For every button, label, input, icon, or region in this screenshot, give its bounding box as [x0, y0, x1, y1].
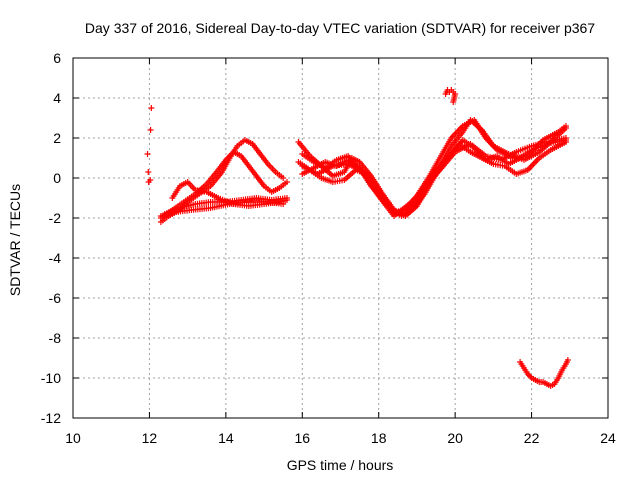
- grid-lines: [73, 58, 608, 418]
- y-tick-label: 4: [53, 90, 61, 106]
- y-tick-labels: 6 4 2 0 -2 -4 -6 -8 -10 -12: [41, 50, 61, 426]
- data-point: [148, 105, 155, 111]
- data-point: [147, 127, 154, 133]
- data-point: [284, 197, 290, 203]
- data-point: [145, 169, 152, 175]
- data-point: [527, 373, 534, 380]
- x-tick-label: 16: [294, 430, 310, 446]
- y-axis-label: SDTVAR / TECUs: [7, 184, 23, 296]
- data-point: [562, 135, 569, 141]
- data-point: [284, 179, 290, 185]
- data-point: [147, 177, 154, 183]
- y-tick-label: -6: [49, 290, 62, 306]
- y-tick-label: -8: [49, 330, 62, 346]
- y-tick-label: -10: [41, 370, 61, 386]
- x-tick-labels: 10 12 14 16 18 20 22 24: [65, 430, 616, 446]
- x-axis-label: GPS time / hours: [287, 457, 394, 473]
- x-tick-label: 18: [371, 430, 387, 446]
- data-point: [144, 151, 151, 157]
- y-tick-label: -4: [49, 250, 62, 266]
- data-point: [564, 357, 571, 363]
- data-point: [280, 175, 287, 181]
- x-tick-label: 24: [600, 430, 616, 446]
- x-tick-label: 14: [218, 430, 234, 446]
- y-tick-label: -12: [41, 410, 61, 426]
- data-point: [280, 201, 287, 207]
- y-tick-label: -2: [49, 210, 62, 226]
- x-tick-label: 20: [447, 430, 463, 446]
- chart-title: Day 337 of 2016, Sidereal Day-to-day VTE…: [85, 20, 595, 36]
- data-point: [450, 99, 457, 105]
- data-point: [562, 123, 569, 129]
- x-tick-label: 12: [142, 430, 158, 446]
- y-tick-label: 6: [53, 50, 61, 66]
- x-tick-label: 22: [524, 430, 540, 446]
- plot-frame: [72, 57, 609, 419]
- data-points: [144, 87, 571, 389]
- x-tick-label: 10: [65, 430, 81, 446]
- y-tick-label: 2: [53, 130, 61, 146]
- axis-ticks: [72, 57, 609, 419]
- y-tick-label: 0: [53, 170, 61, 186]
